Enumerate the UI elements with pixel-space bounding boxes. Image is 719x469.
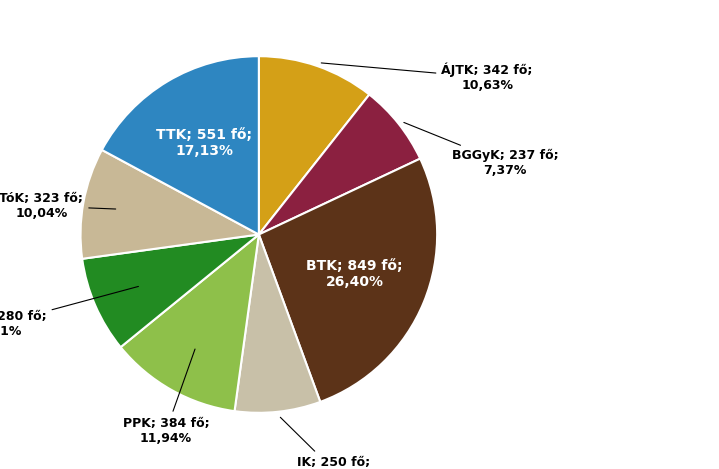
Wedge shape [81,150,259,259]
Text: TáTK; 280 fő;
8,71%: TáTK; 280 fő; 8,71% [0,287,139,338]
Wedge shape [259,56,370,234]
Wedge shape [234,234,320,413]
Text: ÁJTK; 342 fő;
10,63%: ÁJTK; 342 fő; 10,63% [321,63,533,92]
Text: IK; 250 fő;
7,77%: IK; 250 fő; 7,77% [280,417,370,469]
Wedge shape [121,234,259,411]
Text: BGGyK; 237 fő;
7,37%: BGGyK; 237 fő; 7,37% [404,122,558,177]
Text: PPK; 384 fő;
11,94%: PPK; 384 fő; 11,94% [123,349,209,445]
Wedge shape [82,234,259,347]
Text: TóK; 323 fő;
10,04%: TóK; 323 fő; 10,04% [0,192,116,220]
Text: TTK; 551 fő;
17,13%: TTK; 551 fő; 17,13% [156,128,252,158]
Wedge shape [102,56,259,234]
Wedge shape [259,95,420,234]
Wedge shape [259,159,437,402]
Text: BTK; 849 fő;
26,40%: BTK; 849 fő; 26,40% [306,259,403,289]
